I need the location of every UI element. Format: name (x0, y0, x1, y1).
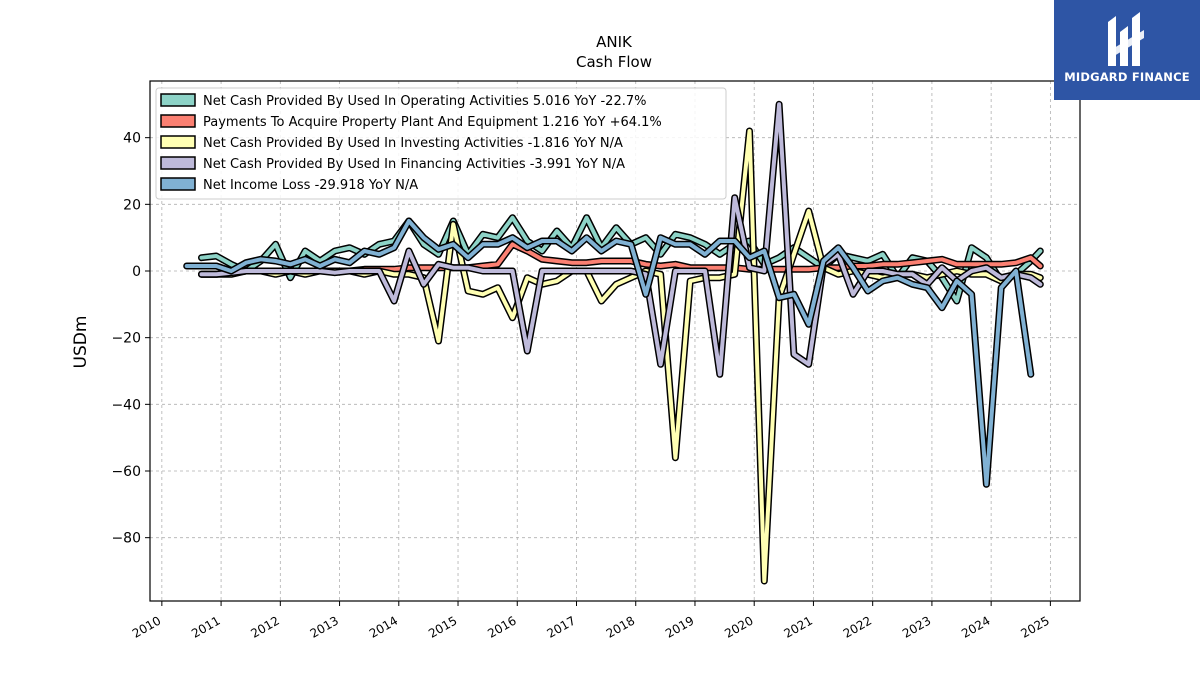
y-axis-label: USDm (71, 316, 91, 369)
legend-entry: Net Income Loss -29.918 YoY N/A (203, 178, 418, 193)
chart-subtitle: Cash Flow (576, 53, 652, 71)
x-tick-label: 2011 (189, 613, 222, 640)
y-tick-label: 20 (123, 197, 141, 213)
x-tick-label: 2015 (426, 613, 459, 640)
legend-box (155, 87, 727, 200)
y-tick-label: −80 (111, 531, 141, 547)
x-tick-label: 2023 (900, 613, 933, 640)
series-line-3 (199, 102, 1043, 377)
y-tick-label: 0 (132, 264, 141, 280)
series-layer (183, 100, 1044, 585)
x-tick-label: 2025 (1018, 613, 1051, 640)
chart-title: ANIK (596, 33, 633, 51)
x-tick-label: 2022 (841, 613, 874, 640)
legend-swatch (160, 93, 196, 107)
x-tick-label: 2012 (248, 613, 281, 640)
axis-ticks: 2010 2011 2012 2013 2014 2015 2016 2017 2018 2019… (111, 131, 1051, 641)
legend-entry: Net Cash Provided By Used In Investing A… (203, 136, 623, 151)
legend-entry: Net Cash Provided By Used In Operating A… (203, 94, 646, 109)
x-tick-label: 2014 (367, 613, 400, 640)
x-tick-label: 2019 (663, 613, 696, 640)
legend: Net Cash Provided By Used In Operating A… (155, 87, 727, 200)
y-tick-label: 40 (123, 131, 141, 147)
x-tick-label: 2018 (604, 613, 637, 640)
x-tick-label: 2024 (959, 613, 992, 640)
legend-entry: Payments To Acquire Property Plant And E… (203, 115, 662, 130)
x-tick-label: 2020 (722, 613, 755, 640)
legend-swatch (160, 156, 196, 170)
legend-swatch (160, 177, 196, 191)
legend-entry: Net Cash Provided By Used In Financing A… (203, 157, 625, 172)
x-tick-label: 2010 (130, 613, 163, 640)
series-line-0 (199, 215, 1043, 303)
y-tick-label: −40 (111, 397, 141, 413)
x-tick-label: 2016 (485, 613, 518, 640)
x-tick-label: 2013 (308, 613, 341, 640)
y-tick-label: −60 (111, 464, 141, 480)
legend-swatch (160, 135, 196, 149)
logo-text: MIDGARD FINANCE (1064, 70, 1190, 84)
x-tick-label: 2017 (545, 613, 578, 640)
legend-swatch (160, 114, 196, 128)
plot-frame (149, 80, 1081, 602)
watermark-logo: MIDGARD FINANCE (1054, 0, 1200, 100)
x-tick-label: 2021 (781, 613, 814, 640)
series-line-4 (184, 219, 1033, 487)
logo-mark-icon (1108, 12, 1144, 66)
y-tick-label: −20 (111, 331, 141, 347)
